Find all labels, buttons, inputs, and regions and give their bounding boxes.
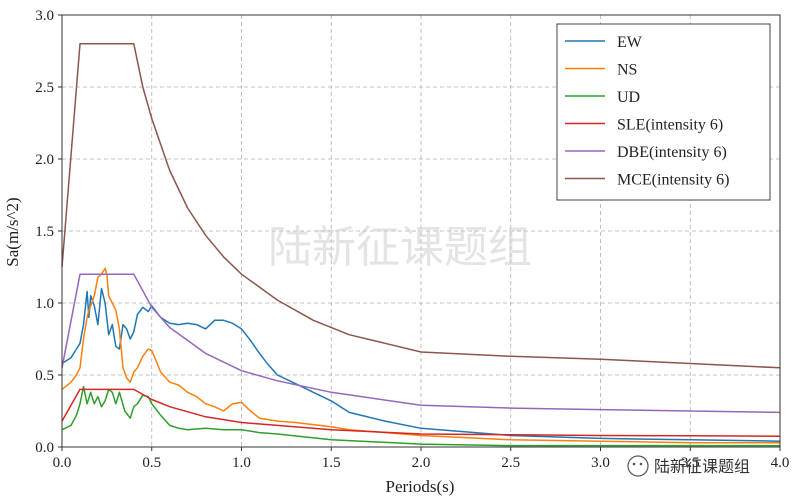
- legend-box: [556, 23, 771, 201]
- y-tick-label: 0.5: [35, 368, 54, 384]
- x-tick-label: 3.0: [591, 455, 610, 471]
- x-tick-label: 1.5: [322, 455, 341, 471]
- watermark-text: 陆新征课题组: [268, 222, 532, 273]
- legend-label: NS: [617, 62, 637, 79]
- wechat-icon-eye-right: [639, 462, 643, 466]
- series-layer: [61, 43, 781, 447]
- series-line-ns: [61, 267, 780, 444]
- y-tick-label: 2.5: [35, 80, 54, 96]
- legend-label: DBE(intensity 6): [617, 144, 727, 161]
- corner-watermark-text: 陆新征课题组: [654, 457, 750, 476]
- series-line-dbe: [61, 273, 781, 414]
- y-tick-label: 1.0: [35, 296, 54, 312]
- series-line-mce: [61, 43, 781, 369]
- x-tick-label: 4.0: [771, 455, 790, 471]
- legend-label: EW: [617, 34, 643, 51]
- x-tick-label: 0.0: [53, 455, 72, 471]
- y-tick-label: 3.0: [35, 8, 54, 24]
- x-tick-label: 2.5: [501, 455, 520, 471]
- x-tick-label: 0.5: [142, 455, 161, 471]
- legend-label: SLE(intensity 6): [617, 117, 723, 134]
- legend-label: UD: [617, 89, 640, 106]
- wechat-icon: [627, 455, 649, 477]
- y-tick-label: 2.0: [35, 152, 54, 168]
- y-tick-label: 1.5: [35, 224, 54, 240]
- series-line-ud: [61, 385, 780, 447]
- series-line-sle: [61, 388, 781, 437]
- wechat-watermark: 陆新征课题组: [627, 455, 750, 477]
- x-axis-label: Periods(s): [386, 477, 455, 496]
- y-tick-label: 0.0: [35, 440, 54, 456]
- x-tick-label: 2.0: [412, 455, 431, 471]
- x-tick-label: 3.5: [681, 455, 700, 471]
- axis-ticks: 0.0 0.5 1.0 1.5 2.0 2.5 3.0 3.5 4.0 0.0 0.5 1.0 1.5 2…: [35, 8, 789, 471]
- legend-label: MCE(intensity 6): [617, 172, 729, 189]
- wechat-icon-eye-left: [632, 462, 636, 466]
- legend: EW NS UD SLE(intensity 6) DBE(intensity 6) MC…: [556, 23, 771, 201]
- x-tick-label: 1.0: [232, 455, 251, 471]
- y-axis-label: Sa(m/s^2): [3, 197, 22, 266]
